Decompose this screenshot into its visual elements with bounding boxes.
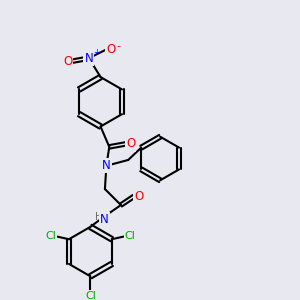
Text: N: N xyxy=(100,213,109,226)
Text: O: O xyxy=(63,55,72,68)
Text: Cl: Cl xyxy=(85,291,96,300)
Text: Cl: Cl xyxy=(125,231,136,241)
Text: H: H xyxy=(95,212,102,222)
Text: -: - xyxy=(117,41,121,51)
Text: Cl: Cl xyxy=(45,231,56,241)
Text: +: + xyxy=(93,48,100,57)
Text: N: N xyxy=(85,52,93,65)
Text: O: O xyxy=(106,43,116,56)
Text: N: N xyxy=(102,159,111,172)
Text: O: O xyxy=(135,190,144,203)
Text: O: O xyxy=(126,137,135,151)
